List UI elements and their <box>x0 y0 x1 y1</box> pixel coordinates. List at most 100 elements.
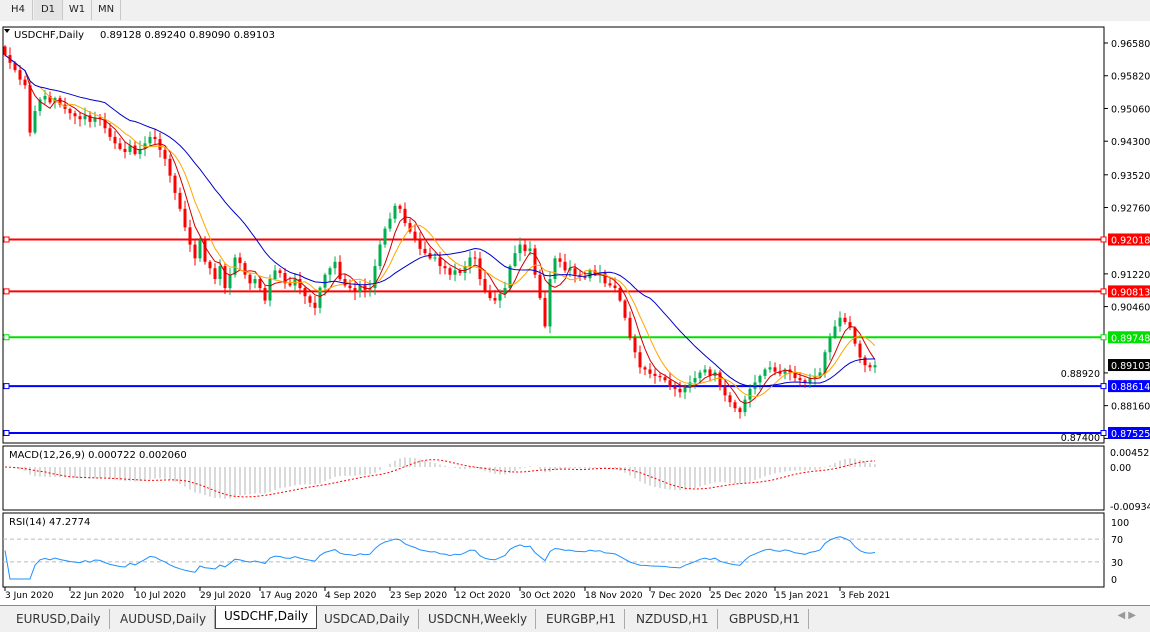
level-handle <box>3 383 10 390</box>
candle-body <box>728 395 732 403</box>
macd-panel-frame <box>2 445 1105 511</box>
candle-body <box>413 231 417 239</box>
candle-body <box>723 386 727 396</box>
tab-audusd[interactable]: AUDUSD,Daily <box>112 609 216 629</box>
candle-body <box>773 367 777 372</box>
timeframe-d1[interactable]: D1 <box>34 0 63 20</box>
candle-body <box>688 382 692 387</box>
candle-body <box>88 115 92 122</box>
candle-body <box>453 270 457 275</box>
candle-body <box>658 375 662 378</box>
ma-fast-line <box>4 54 876 405</box>
candle-body <box>463 266 467 273</box>
candle-body <box>188 227 192 245</box>
candle-body <box>93 117 97 122</box>
candle-body <box>698 372 702 379</box>
timeframe-h4[interactable]: H4 <box>4 0 33 20</box>
candle-body <box>323 274 327 288</box>
current-price-tag <box>1108 359 1150 372</box>
macd-signal-line <box>4 459 876 498</box>
candle-body <box>853 327 857 344</box>
candle-body <box>743 399 747 413</box>
timeframe-w1[interactable]: W1 <box>63 0 92 20</box>
candle-body <box>843 317 847 323</box>
chart-menu-triangle-icon <box>4 29 10 33</box>
candle-body <box>398 205 402 209</box>
tab-eurusd[interactable]: EURUSD,Daily <box>8 609 110 629</box>
candle-body <box>38 99 42 112</box>
timeframe-mn[interactable]: MN <box>92 0 121 20</box>
candle-body <box>753 382 757 389</box>
tab-scroll-arrows[interactable]: ◀ ▶ <box>1117 610 1136 621</box>
macd-axis-label: 0.004527 <box>1110 448 1150 459</box>
candle-body <box>818 372 822 376</box>
candle-body <box>158 139 162 150</box>
date-axis-label: 3 Jun 2020 <box>5 591 54 601</box>
candle-body <box>263 288 267 301</box>
candle-body <box>168 158 172 176</box>
candle-body <box>18 70 22 80</box>
candle-body <box>858 343 862 358</box>
candle-body <box>68 108 72 114</box>
candle-body <box>118 143 122 149</box>
candle-body <box>498 294 502 301</box>
candle-body <box>343 279 347 286</box>
candle-body <box>793 372 797 379</box>
tab-eurgbp[interactable]: EURGBP,H1 <box>538 609 625 629</box>
symbol-label: USDCHF,Daily <box>14 30 84 41</box>
candle-body <box>408 223 412 232</box>
rsi-line <box>4 536 876 580</box>
candle-body <box>678 388 682 393</box>
candle-body <box>748 388 752 400</box>
candle-body <box>423 248 427 254</box>
candle-body <box>348 285 352 289</box>
candle-body <box>613 285 617 289</box>
macd-axis-label: 0.00 <box>1110 463 1131 474</box>
macd-axis-label: -0.009348 <box>1110 502 1150 513</box>
candle-body <box>628 317 632 338</box>
candle-body <box>608 283 612 286</box>
candle-body <box>553 258 557 280</box>
rsi-label: RSI(14) 47.2774 <box>9 517 90 528</box>
candle-body <box>488 291 492 298</box>
date-axis-label: 4 Sep 2020 <box>325 591 377 601</box>
price-chart[interactable]: 0.92018 0.90813 0.89748 0.88614 0.87525 0.96… <box>0 21 1150 605</box>
date-axis-label: 15 Jan 2021 <box>775 591 829 601</box>
candle-body <box>103 119 107 129</box>
candle-body <box>338 261 342 280</box>
candle-body <box>33 111 37 133</box>
tab-nzdusd[interactable]: NZDUSD,H1 <box>628 609 718 629</box>
candle-body <box>763 369 767 376</box>
candle-body <box>133 145 137 155</box>
tab-usdcad[interactable]: USDCAD,Daily <box>316 609 419 629</box>
candle-body <box>588 270 592 279</box>
candle-body <box>593 270 597 275</box>
candle-body <box>328 268 332 275</box>
candle-body <box>203 240 207 262</box>
candle-body <box>558 258 562 262</box>
tab-usdchf[interactable]: USDCHF,Daily <box>215 606 318 629</box>
level-handle <box>3 334 10 341</box>
candle-body <box>468 257 472 267</box>
candle-body <box>548 279 552 327</box>
chart-tabs: EURUSD,Daily AUDUSD,Daily USDCHF,Daily U… <box>0 605 1150 632</box>
date-axis-label: 29 Jul 2020 <box>200 591 251 601</box>
price-axis-label: 0.91220 <box>1111 270 1150 281</box>
candle-body <box>333 261 337 269</box>
candle-body <box>353 288 357 292</box>
candle-body <box>513 253 517 267</box>
price-axis-label: 0.88920 <box>1061 369 1100 380</box>
date-axis-label: 7 Dec 2020 <box>650 591 702 601</box>
tab-usdcnh[interactable]: USDCNH,Weekly <box>420 609 537 629</box>
candle-body <box>243 263 247 275</box>
candle-body <box>248 274 252 284</box>
candle-body <box>238 257 242 264</box>
candle-body <box>183 208 187 228</box>
candle-body <box>113 136 117 144</box>
candle-body <box>863 357 867 366</box>
candle-body <box>258 279 262 289</box>
candle-body <box>128 145 132 152</box>
candle-body <box>523 244 527 252</box>
tab-gbpusd[interactable]: GBPUSD,H1 <box>721 609 809 629</box>
candle-body <box>83 115 87 120</box>
